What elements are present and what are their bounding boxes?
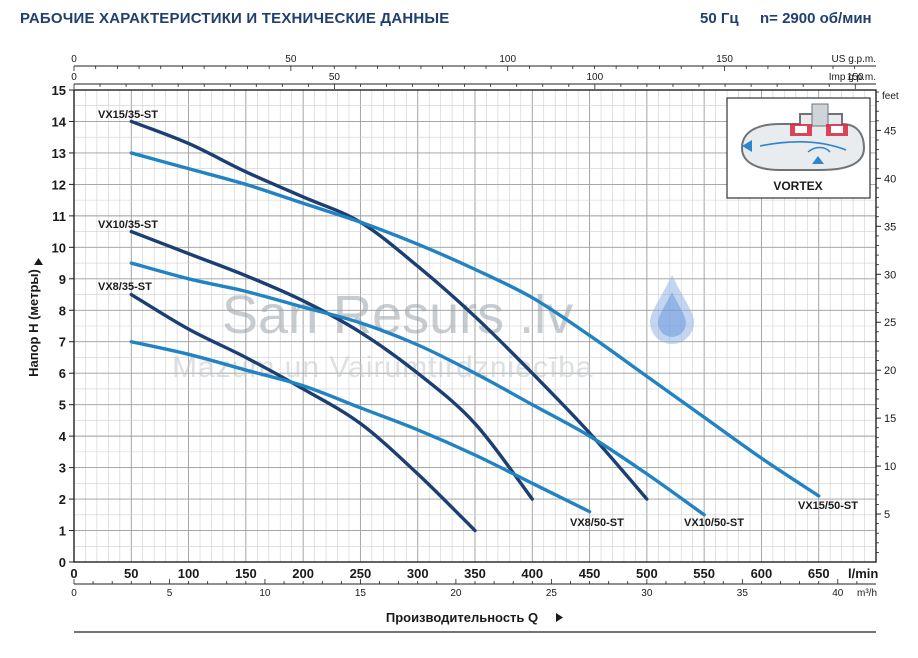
m3h-tick-label: 25 <box>546 588 558 599</box>
feet-tick-label: 40 <box>884 173 896 185</box>
curve-vx10-35-st <box>129 229 534 501</box>
usgpm-tick-label: 0 <box>71 54 77 65</box>
x-lmin-unit: l/min <box>848 566 878 581</box>
y-right-unit: feet <box>882 91 899 102</box>
y-tick-label: 6 <box>59 366 66 381</box>
x-axis-arrow-icon <box>556 613 563 622</box>
label-vx10-35-st: VX10/35-ST <box>98 219 158 231</box>
vortex-impeller-diagram-icon <box>740 103 866 171</box>
x-lmin-tick-label: 200 <box>292 566 314 581</box>
y-tick-label: 13 <box>52 146 66 161</box>
frequency-label: 50 Гц <box>700 10 739 27</box>
m3h-tick-label: 30 <box>641 588 653 599</box>
x-lmin-tick-label: 300 <box>407 566 429 581</box>
m3h-tick-label: 0 <box>71 588 77 599</box>
x-lmin-tick-label: 400 <box>521 566 543 581</box>
plot-frame <box>73 89 877 563</box>
label-vx8-35-st: VX8/35-ST <box>98 281 152 293</box>
m3h-tick-label: 10 <box>259 588 271 599</box>
x-lmin-tick-label: 50 <box>124 566 138 581</box>
curve-vx15-50-st <box>129 151 821 498</box>
feet-tick-label: 45 <box>884 125 896 137</box>
y-tick-label: 0 <box>59 555 66 570</box>
y-tick-label: 3 <box>59 461 66 476</box>
curve-vx8-50-st <box>129 340 592 514</box>
curve-vx10-50-st <box>129 261 706 517</box>
curve-vx15-35-st <box>129 119 649 501</box>
feet-tick-label: 10 <box>884 461 896 473</box>
usgpm-tick-label: 50 <box>285 54 297 65</box>
m3h-tick-label: 40 <box>832 588 844 599</box>
impgpm-tick-label: 100 <box>586 72 603 83</box>
feet-tick-label: 15 <box>884 413 896 425</box>
chart-series <box>129 119 821 533</box>
x-axis-title: Производительность Q <box>386 610 538 625</box>
curve-vx8-35-st <box>129 292 477 533</box>
x-lmin-tick-label: 250 <box>350 566 372 581</box>
m3h-tick-label: 35 <box>737 588 749 599</box>
m3h-tick-label: 15 <box>355 588 367 599</box>
x-lmin-tick-label: 650 <box>808 566 830 581</box>
m3h-tick-label: 20 <box>450 588 462 599</box>
x-lmin-tick-label: 550 <box>693 566 715 581</box>
impgpm-unit: Imp g.p.m. <box>829 72 876 83</box>
x-lmin-tick-label: 500 <box>636 566 658 581</box>
x-lmin-tick-label: 0 <box>70 566 77 581</box>
y-tick-label: 11 <box>52 209 66 224</box>
label-vx10-50-st: VX10/50-ST <box>684 517 744 529</box>
x-lmin-tick-label: 350 <box>464 566 486 581</box>
speed-label: n= 2900 об/мин <box>760 10 872 27</box>
m3h-unit: m³/h <box>857 588 877 599</box>
usgpm-tick-label: 100 <box>499 54 516 65</box>
y-tick-label: 1 <box>59 524 66 539</box>
y-axis-title: Напор H (метры) <box>26 269 41 377</box>
m3h-tick-label: 5 <box>167 588 173 599</box>
label-vx15-50-st: VX15/50-ST <box>798 500 858 512</box>
x-lmin-tick-label: 150 <box>235 566 257 581</box>
feet-tick-label: 30 <box>884 269 896 281</box>
y-tick-label: 4 <box>59 429 67 444</box>
chart-grid <box>74 90 876 562</box>
inset-label: VORTEX <box>773 179 822 193</box>
y-tick-label: 7 <box>59 335 66 350</box>
y-tick-label: 15 <box>52 83 66 98</box>
impgpm-tick-label: 150 <box>847 72 864 83</box>
feet-tick-label: 20 <box>884 365 896 377</box>
usgpm-tick-label: 150 <box>716 54 733 65</box>
label-vx8-50-st: VX8/50-ST <box>570 517 624 529</box>
usgpm-unit: US g.p.m. <box>832 54 876 65</box>
label-vx15-35-st: VX15/35-ST <box>98 109 158 121</box>
y-tick-label: 9 <box>59 272 66 287</box>
y-tick-label: 12 <box>52 177 66 192</box>
chart-labels: VX15/35-ST VX10/35-ST VX8/35-ST VX15/50-ST V… <box>98 109 858 529</box>
impgpm-tick-label: 0 <box>71 72 77 83</box>
y-tick-label: 2 <box>59 492 66 507</box>
x-lmin-tick-label: 450 <box>579 566 601 581</box>
impgpm-tick-label: 50 <box>329 72 341 83</box>
y-tick-label: 5 <box>59 398 66 413</box>
y-tick-label: 10 <box>52 240 66 255</box>
x-lmin-tick-label: 600 <box>751 566 773 581</box>
feet-tick-label: 35 <box>884 221 896 233</box>
y-tick-label: 8 <box>59 303 66 318</box>
vortex-inset: VORTEX <box>726 97 871 199</box>
feet-tick-label: 25 <box>884 317 896 329</box>
page-title: РАБОЧИЕ ХАРАКТЕРИСТИКИ И ТЕХНИЧЕСКИЕ ДАН… <box>20 10 450 27</box>
y-axis-arrow-icon <box>34 258 43 265</box>
y-tick-label: 14 <box>52 114 67 129</box>
x-lmin-tick-label: 100 <box>178 566 200 581</box>
feet-tick-label: 5 <box>884 509 890 521</box>
water-drop-icon <box>650 275 694 344</box>
